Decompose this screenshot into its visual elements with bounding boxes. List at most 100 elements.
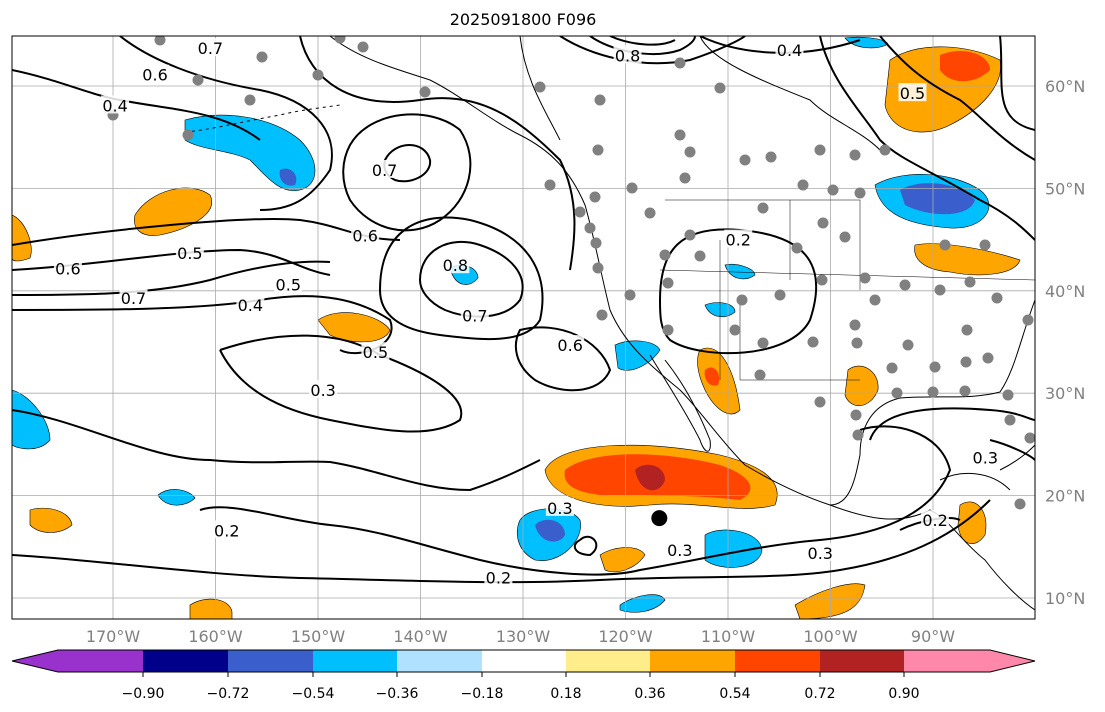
contour-label: 0.2	[214, 521, 239, 540]
station-dot	[659, 249, 671, 261]
contour-label-bg	[441, 255, 470, 274]
coastlines	[184, 36, 1035, 611]
station-dot	[192, 74, 204, 86]
lon-tick-label: 150°W	[291, 627, 346, 646]
contour-label: 0.5	[276, 276, 301, 295]
station-dot	[729, 324, 741, 336]
contour-label: 0.5	[177, 244, 202, 263]
lon-tick-label: 100°W	[803, 627, 858, 646]
colorbar-segment	[313, 650, 398, 672]
lon-tick-label: 140°W	[393, 627, 448, 646]
station-dot	[797, 179, 809, 191]
colorbar-segment	[228, 650, 314, 672]
colorbar-tick-label: 0.36	[634, 686, 665, 702]
station-dot	[714, 82, 726, 94]
contour-label-bg	[309, 380, 338, 399]
contour-label: 0.2	[726, 231, 751, 250]
colorbar-tick-label: −0.18	[461, 686, 504, 702]
colorbar-extend-max	[990, 650, 1035, 672]
station-dot	[757, 202, 769, 214]
station-dot	[791, 242, 803, 254]
longitude-tick-labels: 170°W 160°W 150°W 140°W 130°W 120°W 110°W 100°W…	[86, 627, 955, 646]
station-dot	[891, 387, 903, 399]
station-dot	[334, 36, 346, 44]
colorbar-segment	[397, 650, 483, 672]
colorbar-extend-min	[12, 650, 58, 672]
station-dot	[694, 250, 706, 262]
station-markers	[107, 36, 1035, 510]
station-dot	[662, 324, 674, 336]
gridlines	[12, 36, 1035, 619]
lat-tick-label: 10°N	[1045, 589, 1085, 608]
figure-title: 2025091800 F096	[450, 10, 597, 29]
lon-tick-label: 110°W	[701, 627, 756, 646]
contour-label-bg	[775, 40, 804, 59]
station-dot	[590, 237, 602, 249]
contour-label-bg	[460, 305, 489, 324]
station-dot	[312, 69, 324, 81]
contour-label-bg	[971, 447, 1000, 466]
station-dot	[817, 217, 829, 229]
shaded-regions	[12, 36, 1021, 619]
lon-tick-label: 120°W	[598, 627, 653, 646]
contour-label-bg	[351, 225, 380, 244]
contour-label: 0.3	[808, 544, 833, 563]
lat-tick-label: 40°N	[1045, 282, 1085, 301]
station-dot	[961, 324, 973, 336]
station-dot	[674, 57, 686, 69]
station-dot	[869, 294, 881, 306]
station-dot	[827, 184, 839, 196]
lat-tick-label: 60°N	[1045, 77, 1085, 96]
station-dot	[1014, 498, 1026, 510]
station-dot	[1024, 432, 1035, 444]
station-dot	[662, 277, 674, 289]
contour-label-bg	[370, 159, 399, 178]
station-dot	[899, 279, 911, 291]
station-dot	[934, 284, 946, 296]
colorbar-segment	[57, 650, 144, 672]
station-dot	[154, 36, 166, 46]
station-dot	[589, 191, 601, 203]
colorbar-segment	[735, 650, 821, 672]
colorbar-tick-label: 0.72	[804, 686, 835, 702]
colorbar-segment	[143, 650, 229, 672]
contour-label: 0.3	[547, 499, 572, 518]
contour-label: 0.4	[238, 296, 263, 315]
station-dot	[592, 262, 604, 274]
station-dot	[765, 151, 777, 163]
station-dot	[964, 276, 976, 288]
contour-label: 0.8	[443, 256, 468, 275]
station-dot	[902, 339, 914, 351]
lat-tick-label: 20°N	[1045, 487, 1085, 506]
station-dot	[979, 239, 991, 251]
station-dot	[886, 362, 898, 374]
latitude-tick-labels: 60°N 50°N 40°N 30°N 20°N 10°N	[1045, 77, 1085, 608]
contour-label-bg	[898, 83, 927, 102]
colorbar-tick-label: 0.54	[719, 686, 750, 702]
contour-label-bg	[665, 539, 694, 558]
storm-position-marker	[651, 510, 668, 527]
lon-tick-label: 160°W	[188, 627, 243, 646]
contour-label-bg	[141, 64, 170, 83]
contour-label-bg	[53, 258, 82, 277]
contour-label: 0.5	[900, 84, 925, 103]
contour-label-bg	[484, 567, 513, 586]
colorbar-tick-label: 0.90	[888, 686, 919, 702]
station-dot	[357, 41, 369, 53]
contour-label: 0.3	[310, 381, 335, 400]
contour-label-bg	[556, 335, 585, 354]
map-area: 0.7 0.6 0.4 0.7 0.6 0.8 0.7 0.5 0.6 0.7 0.4 0.5 0.5 0…	[12, 36, 1035, 619]
colorbar-segment	[820, 650, 905, 672]
lat-tick-label: 30°N	[1045, 384, 1085, 403]
station-dot	[807, 336, 819, 348]
station-dot	[182, 129, 194, 141]
station-dot	[684, 146, 696, 158]
contour-label-bg	[806, 542, 835, 561]
contour-label-bg	[175, 242, 204, 261]
contour-labels: 0.7 0.6 0.4 0.7 0.6 0.8 0.7 0.5 0.6 0.7 0.4 0.5 0.5 0…	[53, 38, 1000, 588]
contour-label: 0.7	[121, 289, 146, 308]
contour-label-bg	[196, 38, 225, 57]
map-frame	[11, 35, 1036, 620]
